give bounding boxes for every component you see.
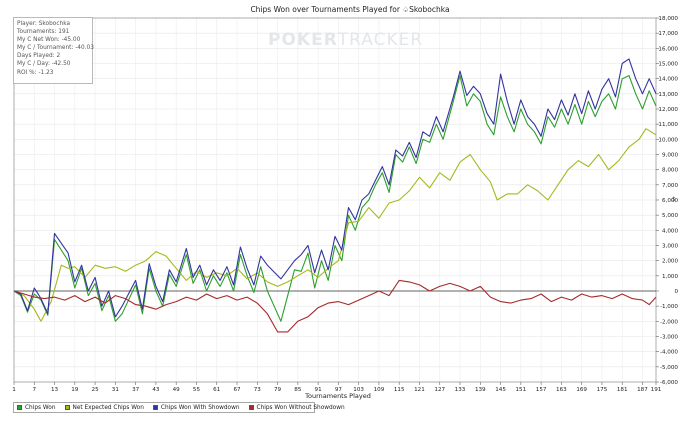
stats-line: My C / Day: -42.50	[17, 61, 71, 68]
y-tick-label: 17,000	[658, 31, 678, 37]
chart-title-player: Skobochka	[409, 5, 450, 14]
legend-swatch	[248, 405, 254, 410]
x-tick-label: 25	[92, 387, 100, 393]
y-tick-label: 5,000	[662, 213, 678, 219]
legend-item-chips-won-without-showdown: Chips Won Without Showdown	[248, 404, 345, 411]
legend-swatch	[152, 405, 158, 410]
y-tick-label: 15,000	[658, 62, 678, 68]
x-tick-label: 145	[495, 387, 506, 393]
x-tick-label: 85	[294, 387, 302, 393]
stats-line: Days Played: 2	[17, 53, 61, 60]
legend-swatch	[64, 405, 70, 410]
x-tick-label: 109	[374, 387, 385, 393]
x-tick-label: 121	[414, 387, 425, 393]
y-tick-label: 7,000	[662, 183, 678, 189]
legend-item-net-expected-chips-won: Net Expected Chips Won	[64, 404, 144, 411]
stats-line: My C / Tournament: -40.03	[17, 45, 94, 52]
y-axis-ticks: -6,000 -5,000 -4,000 -3,000 -2,000 -1,000 0 1,0…	[656, 16, 678, 386]
x-tick-label: 163	[556, 387, 567, 393]
watermark-bold: POKER	[268, 30, 338, 50]
y-tick-label: 14,000	[658, 77, 678, 83]
x-tick-label: 37	[132, 387, 140, 393]
x-tick-label: 175	[597, 387, 608, 393]
y-tick-label: 13,000	[658, 92, 678, 98]
x-tick-label: 97	[335, 387, 343, 393]
spade-icon: ♤	[402, 5, 410, 14]
y-tick-label: 10,000	[658, 137, 678, 143]
x-tick-label: 187	[637, 387, 648, 393]
x-tick-label: 133	[455, 387, 466, 393]
stats-box: Player: Skobochka Tournaments: 191 My C Ne…	[13, 17, 94, 84]
legend-label: Chips Won Without Showdown	[256, 404, 345, 411]
x-tick-label: 115	[394, 387, 405, 393]
x-tick-label: 169	[576, 387, 587, 393]
y-tick-label: 4,000	[662, 228, 678, 234]
x-tick-label: 139	[475, 387, 486, 393]
y-tick-label: -3,000	[660, 335, 678, 341]
x-tick-label: 55	[193, 387, 201, 393]
x-tick-label: 1	[12, 387, 16, 393]
x-tick-label: 73	[254, 387, 262, 393]
series-line-chips-won-with-showdown	[13, 58, 657, 318]
legend-item-chips-won: Chips Won	[17, 405, 56, 411]
y-tick-label: -2,000	[660, 319, 678, 325]
y-tick-label: 6,000	[662, 198, 678, 204]
y-tick-label: -4,000	[660, 350, 678, 356]
x-tick-label: 19	[71, 387, 79, 393]
x-tick-label: 91	[315, 387, 323, 393]
x-axis-ticks: 1 7 13 19 25 31 37 43 49 55 61 67 73 79 85 91 97 103 109 11…	[12, 382, 662, 393]
stats-line: ROI %: -1.23	[17, 69, 54, 76]
x-tick-label: 151	[515, 387, 526, 393]
y-tick-label: -6,000	[660, 380, 678, 386]
x-tick-label: 157	[536, 387, 547, 393]
y-tick-label: 3,000	[662, 244, 678, 250]
y-tick-label: 11,000	[658, 122, 678, 128]
y-tick-label: 16,000	[658, 46, 678, 52]
legend-item-chips-won-with-showdown: Chips Won With Showdown	[152, 404, 240, 411]
legend-label: Chips Won	[25, 404, 56, 411]
legend-label: Chips Won With Showdown	[160, 404, 240, 411]
x-tick-label: 61	[213, 387, 221, 393]
x-tick-label: 191	[651, 387, 662, 393]
x-tick-label: 181	[617, 387, 628, 393]
x-tick-label: 103	[353, 387, 364, 393]
y-tick-label: 0	[674, 289, 678, 295]
y-tick-label: 12,000	[658, 107, 678, 113]
x-tick-label: 127	[434, 387, 445, 393]
x-tick-label: 79	[274, 387, 282, 393]
stats-line: Player: Skobochka	[17, 21, 71, 27]
y-tick-label: 8,000	[662, 168, 678, 174]
y-tick-label: 18,000	[658, 16, 678, 22]
series-line-chips-won-without-showdown	[13, 279, 657, 333]
y-tick-label: 2,000	[662, 259, 678, 265]
series-line-chips-won	[13, 75, 657, 322]
legend-swatch	[17, 405, 22, 410]
y-tick-label: 9,000	[662, 153, 678, 159]
legend-label: Net Expected Chips Won	[72, 404, 144, 411]
grid-lines	[13, 17, 657, 383]
x-axis-label: Tournaments Played	[304, 392, 371, 400]
stats-line: Tournaments: 191	[17, 29, 70, 36]
y-tick-label: -5,000	[660, 365, 678, 371]
chart-title-text: Chips Won over Tournaments Played for	[250, 5, 400, 14]
legend: Chips Won Net Expected Chips Won Chips Won…	[13, 402, 345, 413]
y-tick-label: -1,000	[660, 304, 678, 310]
y-axis-label: $	[672, 196, 676, 203]
x-tick-label: 49	[173, 387, 181, 393]
series-layer	[13, 58, 657, 333]
x-tick-label: 31	[112, 387, 120, 393]
chart-title: Chips Won over Tournaments Played for ♤S…	[0, 5, 700, 14]
x-tick-label: 13	[51, 387, 59, 393]
x-tick-label: 67	[233, 387, 241, 393]
stats-line: My C Net Won: -45.00	[17, 37, 81, 44]
x-tick-label: 43	[152, 387, 160, 393]
y-tick-label: 1,000	[662, 274, 678, 280]
x-tick-label: 7	[32, 387, 36, 393]
series-line-net-expected-chips-won	[13, 128, 657, 322]
